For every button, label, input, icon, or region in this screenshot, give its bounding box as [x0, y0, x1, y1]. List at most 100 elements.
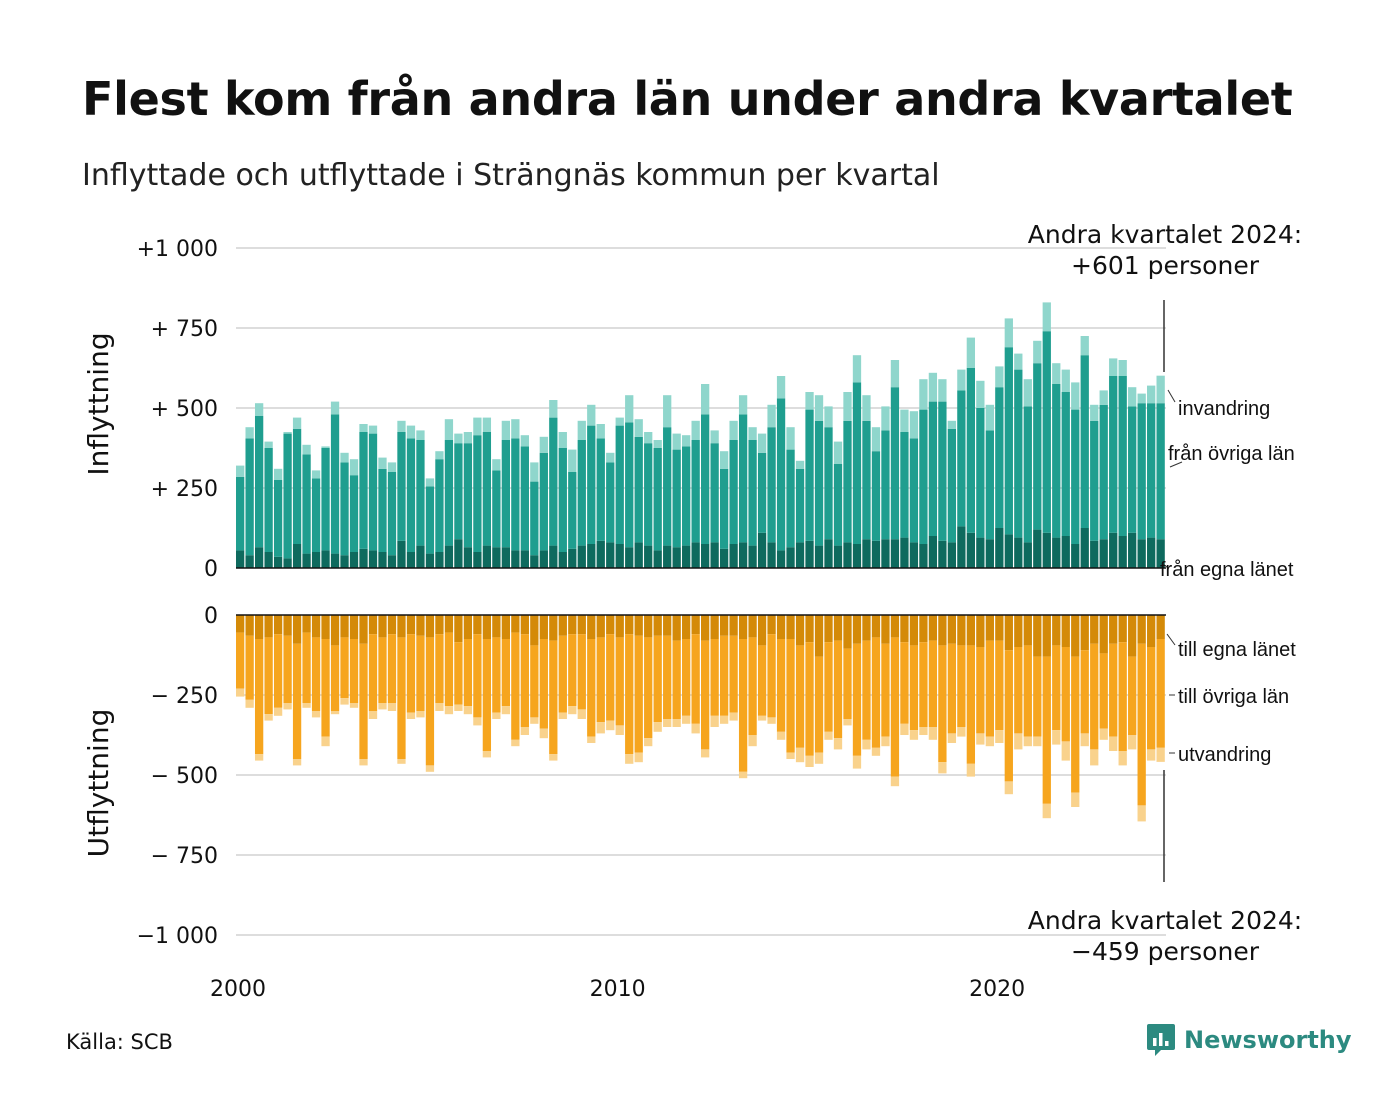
bar-from-other-counties: [1014, 369, 1023, 538]
bar-from-other-counties: [321, 448, 330, 551]
bar-from-own-county: [378, 552, 387, 568]
bar-from-other-counties: [349, 475, 359, 552]
bar-to-own-county: [909, 615, 919, 646]
bar-to-other-counties: [786, 639, 795, 753]
bar-from-own-county: [909, 542, 919, 568]
bar-to-own-county: [530, 615, 539, 646]
bar-from-own-county: [368, 550, 378, 568]
bar-from-other-counties: [615, 425, 624, 544]
bar-to-other-counties: [843, 648, 852, 719]
bar-to-other-counties: [919, 642, 928, 727]
bar-to-other-counties: [359, 643, 368, 759]
series-label-immigration: invandring: [1178, 398, 1270, 420]
bar-emigration: [425, 765, 435, 772]
bar-from-other-counties: [843, 420, 852, 543]
bar-from-own-county: [966, 532, 976, 568]
bar-to-other-counties: [425, 637, 435, 766]
bar-immigration: [786, 427, 795, 450]
bar-to-own-county: [634, 615, 643, 636]
bar-immigration: [1080, 336, 1089, 356]
bar-immigration: [748, 427, 757, 440]
bar-to-own-county: [1128, 615, 1137, 657]
y-tick-label: +1 000: [137, 237, 218, 262]
bar-emigration: [985, 736, 994, 747]
series-label-from-other-counties: från övriga län: [1168, 443, 1295, 465]
bar-emigration: [957, 727, 966, 737]
bar-to-own-county: [254, 615, 264, 639]
bar-emigration: [776, 731, 786, 740]
bar-from-own-county: [463, 547, 473, 568]
bar-from-other-counties: [501, 440, 511, 548]
bar-from-other-counties: [368, 433, 378, 551]
bar-emigration: [767, 717, 776, 724]
bar-from-own-county: [615, 544, 624, 568]
bar-to-other-counties: [928, 640, 938, 727]
bar-emigration: [520, 727, 529, 735]
bar-to-own-county: [890, 615, 900, 638]
bar-emigration: [871, 747, 881, 756]
bar-immigration: [663, 395, 672, 428]
bar-emigration: [1109, 736, 1118, 751]
bar-immigration: [444, 419, 454, 440]
bar-immigration: [1099, 390, 1108, 405]
bar-to-other-counties: [311, 637, 321, 711]
bar-immigration: [890, 360, 900, 388]
bar-to-own-county: [1071, 615, 1080, 657]
bar-to-other-counties: [378, 637, 387, 703]
bar-emigration: [1080, 733, 1089, 747]
bar-emigration: [947, 733, 957, 743]
bar-immigration: [938, 379, 947, 402]
bar-to-own-county: [587, 615, 596, 639]
bar-to-other-counties: [663, 635, 672, 719]
bar-to-other-counties: [1014, 647, 1023, 734]
bar-to-own-county: [881, 615, 890, 644]
bar-to-other-counties: [463, 639, 473, 707]
bar-from-other-counties: [1033, 363, 1042, 530]
bar-to-own-county: [919, 615, 928, 643]
bar-to-own-county: [691, 615, 700, 635]
bar-to-other-counties: [795, 645, 805, 748]
bar-to-own-county: [568, 615, 577, 635]
bar-from-other-counties: [387, 472, 397, 556]
bar-from-own-county: [283, 558, 292, 568]
bar-to-other-counties: [1061, 647, 1070, 742]
bar-to-own-county: [1061, 615, 1070, 647]
bar-from-own-county: [805, 540, 814, 568]
bar-emigration: [378, 703, 387, 710]
annotation-inflow-line1: Andra kvartalet 2024:: [1028, 220, 1302, 249]
bar-immigration: [653, 440, 662, 448]
bar-from-other-counties: [1052, 384, 1061, 538]
bar-from-other-counties: [1090, 420, 1099, 541]
bar-from-other-counties: [264, 448, 273, 552]
bar-to-other-counties: [824, 642, 833, 732]
bar-to-other-counties: [701, 640, 710, 750]
bar-immigration: [947, 420, 957, 429]
bar-immigration: [606, 452, 615, 463]
bar-immigration: [824, 406, 833, 428]
bar-immigration: [340, 452, 349, 463]
series-label-from-own-county: från egna länet: [1160, 559, 1294, 581]
bar-emigration: [273, 707, 283, 716]
bar-emigration: [653, 722, 662, 732]
bar-from-other-counties: [273, 480, 283, 557]
bar-to-own-county: [1042, 615, 1051, 657]
bar-immigration: [1014, 353, 1023, 370]
y-axis-title-inflow: Inflyttning: [82, 332, 115, 475]
bar-to-own-county: [368, 615, 378, 635]
bar-from-own-county: [596, 540, 605, 568]
bar-from-other-counties: [767, 427, 776, 543]
bar-to-own-county: [871, 615, 881, 638]
y-tick-label: − 500: [151, 764, 218, 789]
bar-to-own-county: [653, 615, 662, 636]
bar-immigration: [568, 449, 577, 472]
bar-from-own-county: [349, 552, 359, 568]
bar-to-own-county: [387, 615, 397, 635]
bar-to-own-county: [805, 615, 814, 643]
bar-to-own-county: [454, 615, 463, 643]
bar-emigration: [435, 703, 444, 711]
bar-from-other-counties: [947, 428, 957, 543]
series-label-emigration: utvandring: [1178, 744, 1271, 766]
bar-to-other-counties: [710, 639, 719, 716]
bar-from-other-counties: [596, 438, 605, 541]
bar-from-other-counties: [539, 452, 548, 551]
